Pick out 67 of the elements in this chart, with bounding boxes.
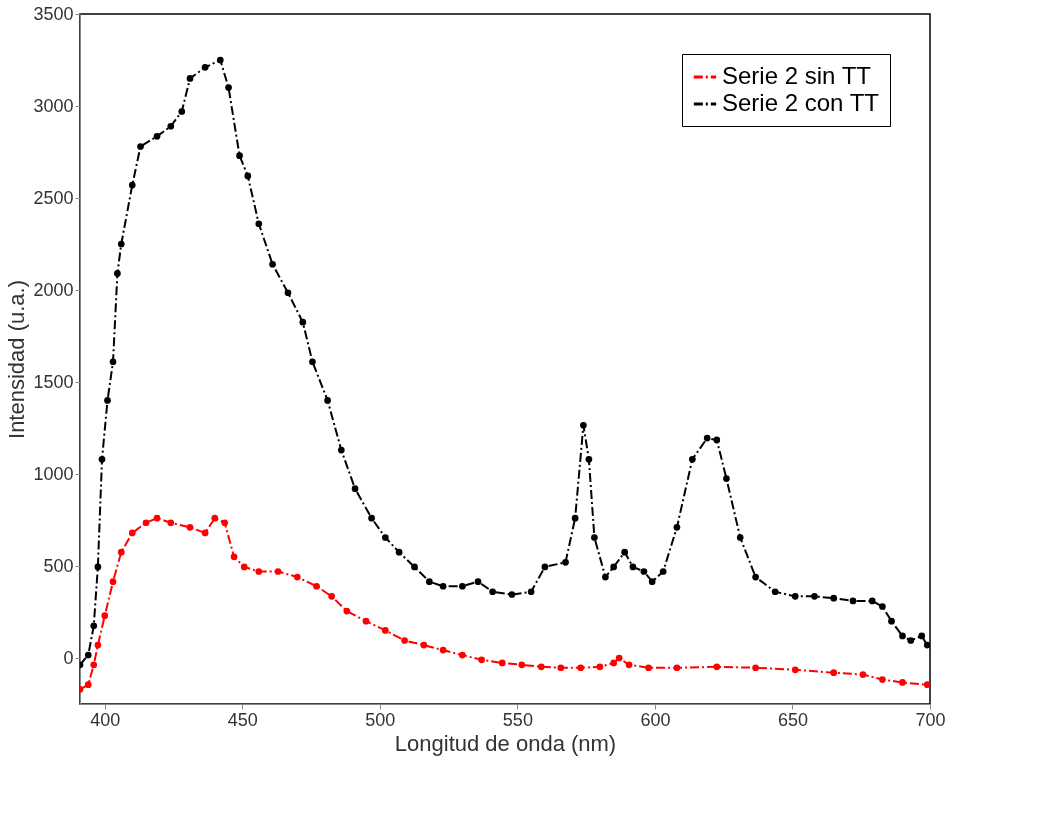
y-tick-label: 2000 [33, 279, 74, 300]
point [101, 612, 109, 620]
point [498, 659, 506, 667]
point [645, 664, 652, 672]
x-axis-title: Longitud de onda (nm) [394, 730, 617, 756]
point [186, 524, 194, 531]
y-tick-label: 500 [43, 555, 74, 576]
point [577, 664, 584, 672]
point [153, 514, 161, 522]
point [274, 568, 282, 575]
legend-label: Serie 2 sin TT [722, 62, 872, 89]
point [109, 578, 117, 585]
point [615, 654, 623, 662]
y-tick-label: 1500 [33, 371, 74, 392]
point [899, 679, 906, 686]
point [94, 641, 102, 649]
x-tick-label: 400 [90, 709, 121, 730]
y-tick-label: 1000 [33, 463, 74, 484]
point [293, 573, 301, 581]
y-tick-label: 2500 [33, 187, 74, 208]
point [328, 593, 336, 600]
point [362, 617, 370, 625]
point [923, 681, 930, 689]
point [211, 514, 219, 522]
point [167, 519, 175, 527]
point [752, 664, 759, 672]
point [84, 681, 92, 689]
point [240, 563, 248, 571]
point [478, 656, 485, 664]
point [859, 671, 867, 678]
point [625, 661, 633, 669]
point [713, 663, 721, 671]
x-tick-label: 500 [365, 709, 396, 730]
point [557, 664, 565, 672]
point [879, 676, 886, 683]
point [420, 641, 428, 649]
point [142, 519, 150, 527]
x-tick-label: 450 [227, 709, 258, 730]
point [90, 661, 98, 669]
x-tick-label: 550 [502, 709, 533, 730]
point [230, 553, 238, 561]
y-axis-title: Intensidad (u.a.) [4, 280, 30, 439]
point [791, 666, 799, 674]
point [381, 627, 389, 634]
point [610, 659, 618, 667]
point [673, 664, 681, 672]
point [255, 568, 263, 575]
point [518, 661, 526, 669]
y-tick-label: 3500 [33, 3, 74, 24]
y-tick-label: 0 [63, 647, 74, 668]
point [221, 519, 229, 527]
point [830, 669, 838, 677]
point [117, 548, 125, 556]
point [439, 646, 447, 654]
x-tick-label: 700 [915, 709, 946, 730]
point [201, 529, 209, 537]
point [313, 582, 320, 590]
point [401, 637, 408, 644]
point [128, 529, 136, 537]
x-tick-label: 650 [777, 709, 808, 730]
point [537, 663, 545, 671]
legend-label: Serie 2 con TT [722, 89, 880, 116]
y-tick-label: 3000 [33, 95, 74, 116]
x-tick-label: 600 [640, 709, 671, 730]
point [343, 607, 351, 615]
point [459, 651, 466, 659]
point [596, 663, 604, 671]
